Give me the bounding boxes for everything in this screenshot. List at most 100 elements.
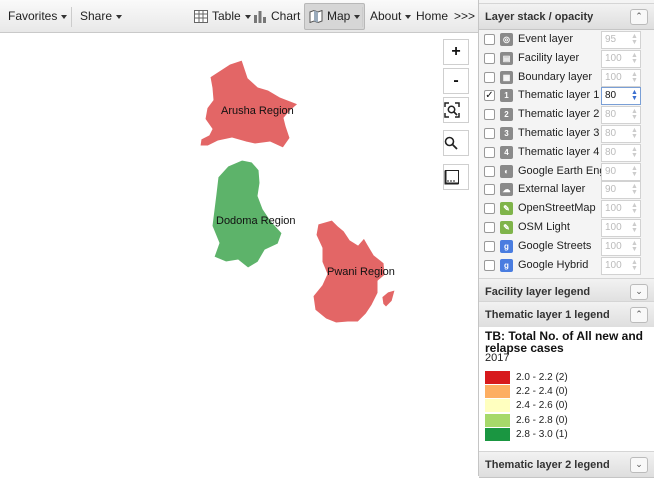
opacity-input[interactable]: 80 ▲ ▼: [601, 143, 641, 162]
facility-legend-header[interactable]: Facility layer legend ⌄: [479, 278, 654, 305]
layer-name: Google Earth Engine: [518, 164, 621, 177]
opacity-value: 90: [605, 165, 617, 177]
dodoma-region-polygon[interactable]: [211, 159, 283, 269]
legend-item: 2.0 - 2.2 (2): [485, 371, 654, 384]
opacity-input[interactable]: 100 ▲ ▼: [601, 68, 641, 87]
opacity-input[interactable]: 80 ▲ ▼: [601, 125, 641, 143]
zoom-in-button[interactable]: +: [443, 39, 469, 65]
layer-stack-header[interactable]: Layer stack / opacity ⌃: [479, 3, 654, 30]
opacity-value: 100: [605, 240, 622, 252]
spinner-icon[interactable]: ▲ ▼: [631, 89, 638, 103]
layer-name: OSM Light: [518, 221, 570, 233]
layer-row[interactable]: g Google Streets 100 ▲ ▼: [479, 237, 654, 257]
layer-row[interactable]: ◐ Google Earth Engine 90 ▲ ▼: [479, 162, 654, 182]
layer-checkbox[interactable]: ✓: [484, 90, 495, 102]
opacity-value: 80: [605, 90, 617, 102]
toolbar-divider: [362, 7, 363, 27]
collapse-icon[interactable]: ⌃: [630, 307, 648, 323]
opacity-input[interactable]: 95 ▲ ▼: [601, 31, 641, 49]
spinner-icon[interactable]: ▲ ▼: [631, 51, 638, 65]
measure-button[interactable]: [443, 164, 469, 190]
layer-row[interactable]: 3 Thematic layer 3 80 ▲ ▼: [479, 125, 654, 144]
spinner-icon[interactable]: ▲ ▼: [631, 239, 638, 253]
layer-checkbox[interactable]: [484, 146, 495, 158]
legend-label: 2.0 - 2.2 (2): [516, 372, 568, 383]
legend-label: 2.8 - 3.0 (1): [516, 428, 568, 440]
share-menu[interactable]: Share: [80, 0, 123, 33]
layer-row[interactable]: ☁ External layer 90 ▲ ▼: [479, 181, 654, 200]
layer-checkbox[interactable]: [484, 240, 495, 252]
opacity-input[interactable]: 80 ▲ ▼: [601, 87, 641, 106]
google-icon: g: [500, 258, 513, 272]
spinner-icon[interactable]: ▲ ▼: [631, 33, 638, 46]
spinner-icon[interactable]: ▲ ▼: [631, 202, 638, 216]
zoom-to-content-button[interactable]: [443, 97, 469, 123]
expand-icon[interactable]: ⌄: [630, 284, 648, 300]
layer-row[interactable]: 2 Thematic layer 2 80 ▲ ▼: [479, 106, 654, 125]
about-menu[interactable]: About: [370, 0, 412, 33]
map-canvas[interactable]: Arusha Region Dodoma Region Pwani Region…: [0, 33, 478, 476]
layer-checkbox[interactable]: [484, 128, 495, 139]
legend-item: 2.2 - 2.4 (0): [485, 385, 654, 399]
table-menu[interactable]: Table: [194, 0, 251, 33]
layer-checkbox[interactable]: [484, 71, 495, 83]
chart-menu[interactable]: Chart: [253, 0, 311, 33]
layer-row[interactable]: ▦ Boundary layer 100 ▲ ▼: [479, 68, 654, 88]
arusha-region-polygon[interactable]: [199, 59, 299, 149]
layer-row[interactable]: 4 Thematic layer 4 80 ▲ ▼: [479, 143, 654, 163]
home-link[interactable]: Home: [416, 9, 449, 23]
region-label: Pwani Region: [327, 266, 395, 278]
thematic2-legend-header[interactable]: Thematic layer 2 legend ⌄: [479, 451, 654, 478]
layer-name: Google Streets: [518, 239, 592, 252]
layer-checkbox[interactable]: [484, 222, 495, 233]
spinner-icon[interactable]: ▲ ▼: [631, 221, 638, 234]
legend-label: 2.2 - 2.4 (0): [516, 386, 568, 398]
opacity-input[interactable]: 100 ▲ ▼: [601, 219, 641, 237]
legend-item: 2.6 - 2.8 (0): [485, 413, 654, 427]
layer-checkbox[interactable]: [484, 165, 495, 177]
expand-icon[interactable]: ⌄: [630, 457, 648, 473]
layer-name: OpenStreetMap: [518, 202, 596, 215]
layer-checkbox[interactable]: [484, 52, 495, 64]
opacity-input[interactable]: 100 ▲ ▼: [601, 237, 641, 256]
layer-checkbox[interactable]: [484, 259, 495, 271]
layer-checkbox[interactable]: [484, 203, 495, 215]
opacity-input[interactable]: 100 ▲ ▼: [601, 256, 641, 275]
opacity-input[interactable]: 100 ▲ ▼: [601, 200, 641, 219]
spinner-icon[interactable]: ▲ ▼: [631, 145, 638, 159]
event-icon: ◎: [500, 33, 513, 46]
opacity-input[interactable]: 90 ▲ ▼: [601, 181, 641, 200]
opacity-input[interactable]: 90 ▲ ▼: [601, 162, 641, 181]
spinner-icon[interactable]: ▲ ▼: [631, 164, 638, 178]
layer-checkbox[interactable]: [484, 109, 495, 121]
layer-name: Event layer: [518, 33, 574, 45]
collapse-icon[interactable]: ⌃: [630, 9, 648, 25]
zoom-out-button[interactable]: -: [443, 68, 469, 94]
favorites-menu[interactable]: Favorites: [8, 0, 68, 33]
spinner-icon[interactable]: ▲ ▼: [631, 127, 638, 140]
search-button[interactable]: [443, 130, 469, 156]
spinner-icon[interactable]: ▲ ▼: [631, 70, 638, 84]
layer-row[interactable]: ✎ OSM Light 100 ▲ ▼: [479, 219, 654, 238]
layer-row[interactable]: g Google Hybrid 100 ▲ ▼: [479, 256, 654, 276]
pwani-region-polygon[interactable]: [312, 219, 386, 324]
map-menu[interactable]: Map: [304, 3, 366, 30]
opacity-value: 100: [605, 52, 622, 64]
opacity-input[interactable]: 100 ▲ ▼: [601, 49, 641, 68]
layer-checkbox[interactable]: [484, 184, 495, 196]
google-icon: g: [500, 239, 513, 253]
layer-row[interactable]: ✎ OpenStreetMap 100 ▲ ▼: [479, 200, 654, 219]
layer-row[interactable]: ✓ 1 Thematic layer 1 80 ▲ ▼: [479, 87, 654, 106]
spinner-icon[interactable]: ▲ ▼: [631, 108, 638, 122]
more-button[interactable]: >>>: [454, 9, 476, 23]
thematic-1-icon: 1: [500, 89, 513, 103]
layer-row[interactable]: ▤ Facility layer 100 ▲ ▼: [479, 49, 654, 69]
osm-icon: ✎: [500, 202, 513, 216]
spinner-icon[interactable]: ▲ ▼: [631, 258, 638, 272]
layer-checkbox[interactable]: [484, 34, 495, 45]
thematic1-legend-header[interactable]: Thematic layer 1 legend ⌃: [479, 301, 654, 328]
layer-row[interactable]: ◎ Event layer 95 ▲ ▼: [479, 31, 654, 50]
opacity-input[interactable]: 80 ▲ ▼: [601, 106, 641, 125]
spinner-icon[interactable]: ▲ ▼: [631, 183, 638, 197]
pwani-island-polygon[interactable]: [381, 289, 396, 308]
